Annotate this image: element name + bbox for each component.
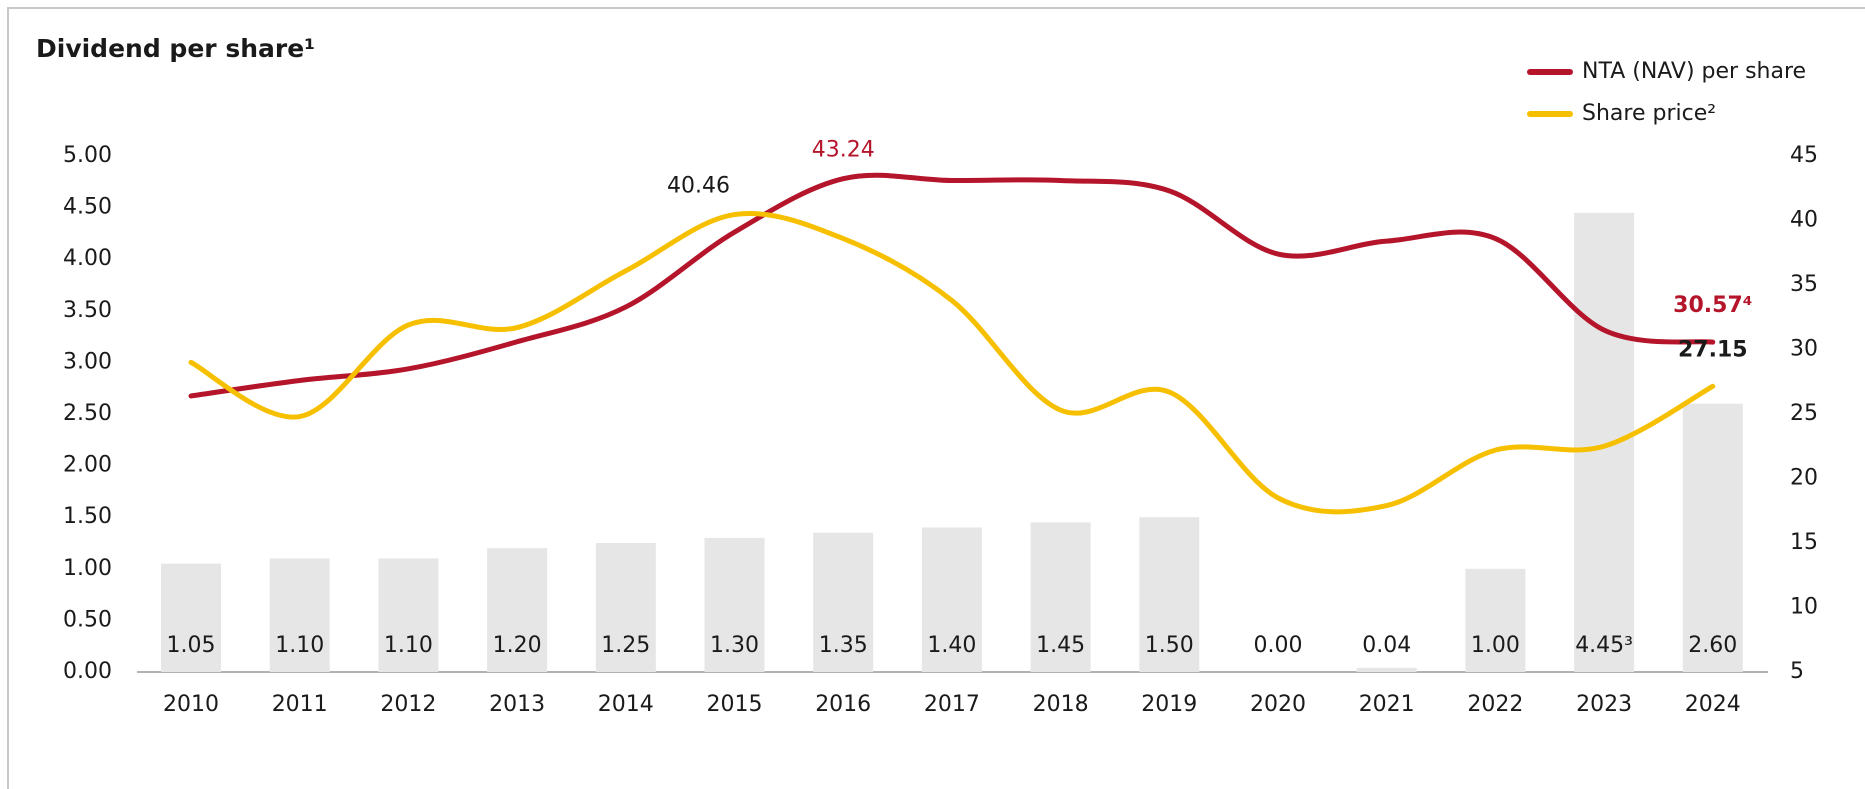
bar-label: 1.00 <box>1471 633 1520 658</box>
bar-label: 4.45³ <box>1575 633 1633 658</box>
bar <box>1356 667 1417 672</box>
y2-tick-label: 20 <box>1790 466 1818 491</box>
bar <box>1465 568 1526 672</box>
x-tick-label: 2011 <box>272 692 328 717</box>
y2-tick-label: 25 <box>1790 401 1818 426</box>
y2-tick-label: 30 <box>1790 337 1818 362</box>
bar <box>1682 403 1743 672</box>
bar <box>704 537 765 672</box>
y2-tick-label: 35 <box>1790 272 1818 297</box>
y-tick-label: 3.50 <box>63 298 112 323</box>
legend-label: NTA (NAV) per share <box>1582 59 1806 84</box>
bar <box>487 548 548 672</box>
bar-label: 1.30 <box>710 633 759 658</box>
line-label: 30.57⁴ <box>1673 293 1752 318</box>
y-tick-label: 5.00 <box>63 143 112 168</box>
bar-label: 0.00 <box>1254 633 1303 658</box>
bar-label: 1.10 <box>275 633 324 658</box>
bar <box>1139 517 1200 672</box>
y-tick-label: 4.00 <box>63 246 112 271</box>
y-tick-label: 2.50 <box>63 401 112 426</box>
bar <box>378 558 439 672</box>
legend-label: Share price² <box>1582 101 1716 126</box>
bar <box>921 527 982 672</box>
line <box>188 211 1716 515</box>
x-tick-label: 2010 <box>163 692 219 717</box>
line-label: 40.46 <box>667 174 730 199</box>
bar <box>595 543 656 672</box>
y-tick-label: 1.50 <box>63 504 112 529</box>
y2-tick-label: 40 <box>1790 208 1818 233</box>
line <box>188 172 1716 399</box>
x-tick-label: 2016 <box>815 692 871 717</box>
x-tick-label: 2024 <box>1685 692 1741 717</box>
y2-tick-label: 10 <box>1790 595 1818 620</box>
y2-tick-label: 5 <box>1790 659 1804 684</box>
bar-label: 1.25 <box>601 633 650 658</box>
x-tick-label: 2019 <box>1141 692 1197 717</box>
bar-label: 1.05 <box>167 633 216 658</box>
bar-label: 2.60 <box>1688 633 1737 658</box>
x-tick-label: 2023 <box>1576 692 1632 717</box>
x-tick-label: 2015 <box>707 692 763 717</box>
x-tick-label: 2020 <box>1250 692 1306 717</box>
y2-tick-label: 15 <box>1790 530 1818 555</box>
chart-title: Dividend per share¹ <box>36 34 315 63</box>
bar <box>1030 522 1091 672</box>
bar-label: 1.45 <box>1036 633 1085 658</box>
y-tick-label: 2.00 <box>63 453 112 478</box>
x-tick-label: 2022 <box>1467 692 1523 717</box>
bar-label: 1.50 <box>1145 633 1194 658</box>
y-tick-label: 0.00 <box>63 659 112 684</box>
x-tick-label: 2012 <box>380 692 436 717</box>
bar <box>1574 212 1635 672</box>
bar-label: 1.20 <box>493 633 542 658</box>
frame <box>7 7 1865 789</box>
line-label: 27.15 <box>1678 337 1748 362</box>
bar-label: 1.10 <box>384 633 433 658</box>
y-tick-label: 1.00 <box>63 556 112 581</box>
x-tick-label: 2018 <box>1033 692 1089 717</box>
y-tick-label: 4.50 <box>63 195 112 220</box>
x-tick-label: 2021 <box>1359 692 1415 717</box>
x-tick-label: 2017 <box>924 692 980 717</box>
y-tick-label: 0.50 <box>63 607 112 632</box>
bar <box>813 532 874 672</box>
bar-label: 1.40 <box>927 633 976 658</box>
y-tick-label: 3.00 <box>63 349 112 374</box>
bar-label: 1.35 <box>819 633 868 658</box>
bar <box>161 563 221 672</box>
bar <box>269 558 330 672</box>
x-tick-label: 2013 <box>489 692 545 717</box>
line-label: 43.24 <box>812 138 875 163</box>
bar-label: 0.04 <box>1362 633 1411 658</box>
x-tick-label: 2014 <box>598 692 654 717</box>
y2-tick-label: 45 <box>1790 143 1818 168</box>
